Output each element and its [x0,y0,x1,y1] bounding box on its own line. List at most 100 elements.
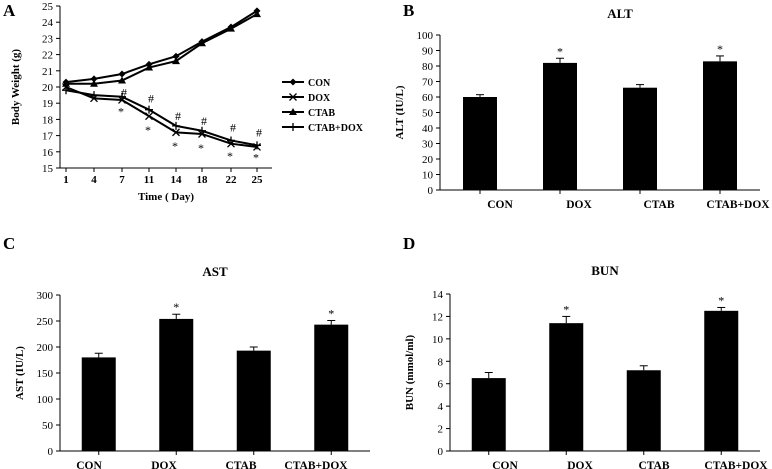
x-category-label: CTAB [643,199,674,211]
significance-mark: * [198,141,204,155]
data-point [145,105,153,114]
data-point [253,141,261,150]
significance-mark: * [227,149,233,163]
y-tick-label: 10 [422,170,434,182]
y-tick-label: 25 [42,1,54,13]
y-tick-label: 90 [422,46,434,58]
bar-ctab-dox [704,310,739,451]
y-tick-label: 50 [422,108,434,120]
y-tick-label: 20 [42,82,54,94]
data-point [118,92,126,101]
bar-dox [543,62,577,190]
legend-marker-diamond [289,78,297,86]
y-axis-label: BUN (mmol/ml) [404,334,416,410]
significance-mark: * [172,139,178,153]
legend-label: CON [308,78,331,89]
data-point [62,86,70,95]
bar-dox [159,318,194,451]
significance-mark: * [118,104,124,118]
bar-ctab [626,370,661,451]
significance-mark: # [148,91,154,105]
legend-label: CTAB [308,108,335,119]
y-tick-label: 23 [42,33,54,45]
x-category-label: DOX [567,460,593,469]
y-tick-label: 0 [438,446,444,458]
legend-label: DOX [308,93,331,104]
y-tick-label: 50 [42,420,54,432]
y-tick-label: 200 [37,342,54,354]
significance-mark: * [173,300,179,314]
legend-marker-x [289,93,297,101]
y-tick-label: 80 [422,61,434,73]
significance-mark: # [256,125,262,139]
x-tick-label: 18 [197,174,209,186]
x-category-label: CTAB [225,460,256,469]
panel-letter-a: A [3,1,16,20]
y-tick-label: 4 [438,401,444,413]
chart-title: AST [202,264,228,279]
significance-mark: * [563,302,569,316]
y-tick-label: 40 [422,123,434,135]
chart-title: BUN [591,263,619,278]
y-tick-label: 0 [428,185,434,197]
data-point [90,91,98,100]
data-point [253,10,261,18]
chart-title: ALT [607,6,633,21]
y-tick-label: 21 [42,66,53,78]
x-category-label: CTAB+DOX [706,199,770,211]
data-point [227,24,235,32]
data-point [62,79,70,87]
series-line-con [65,10,258,84]
data-point [198,126,206,135]
significance-mark: * [145,123,151,137]
y-tick-label: 100 [37,394,54,406]
panel-letter-d: D [403,234,415,253]
significance-mark: # [230,121,236,135]
y-tick-label: 30 [422,139,434,151]
series-line-dox [65,86,258,148]
x-tick-label: 4 [91,174,97,186]
bar-con [463,97,497,190]
data-point [145,63,153,71]
panel-letter-b: B [403,1,414,20]
y-tick-label: 6 [438,379,444,391]
significance-mark: * [717,42,723,56]
legend-label: CTAB+DOX [308,123,364,134]
x-tick-label: 14 [171,174,183,186]
y-tick-label: 100 [417,30,434,42]
bar-ctab [236,350,271,451]
x-tick-label: 1 [63,174,69,186]
y-axis-label: ALT (IU/L) [394,85,406,139]
y-axis-label: AST (IU/L) [14,346,26,400]
x-category-label: CTAB [638,460,669,469]
x-category-label: CTAB+DOX [284,460,348,469]
panel-letter-c: C [3,234,15,253]
data-point [227,136,235,145]
y-tick-label: 17 [42,131,54,143]
x-tick-label: 22 [226,174,238,186]
y-tick-label: 12 [432,311,443,323]
y-tick-label: 16 [42,147,54,159]
y-tick-label: 2 [438,424,444,436]
x-tick-label: 11 [144,174,154,186]
y-tick-label: 22 [42,50,53,62]
data-point [198,39,206,47]
y-tick-label: 18 [42,114,54,126]
y-tick-label: 24 [42,17,54,29]
series-line-ctab [66,13,258,85]
significance-mark: * [328,306,334,320]
x-category-label: CON [492,460,518,469]
significance-mark: # [201,114,207,128]
x-tick-label: 7 [119,174,125,186]
data-point [172,52,180,60]
bar-ctab-dox [314,324,349,451]
y-tick-label: 150 [37,368,54,380]
x-category-label: DOX [151,460,177,469]
y-axis-label: Body Weight (g) [10,49,22,126]
y-tick-label: 10 [432,334,444,346]
bar-dox [549,323,584,451]
y-tick-label: 60 [422,92,434,104]
data-point [90,79,98,87]
y-tick-label: 300 [37,290,54,302]
